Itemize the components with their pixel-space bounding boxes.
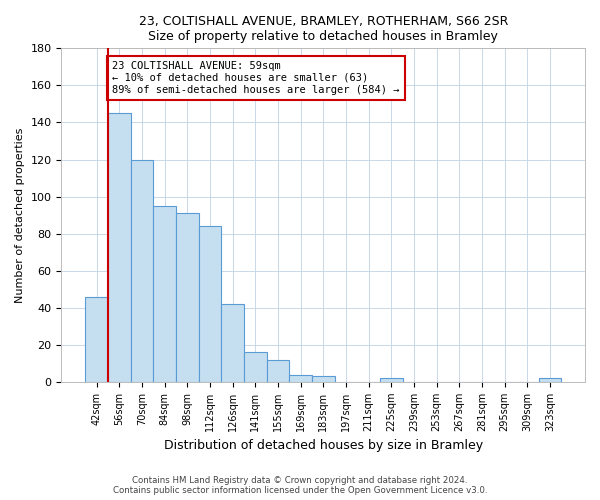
Bar [131,160,153,382]
Bar [221,304,244,382]
Text: Contains HM Land Registry data © Crown copyright and database right 2024.
Contai: Contains HM Land Registry data © Crown c… [113,476,487,495]
Bar [85,296,108,382]
Text: 23 COLTISHALL AVENUE: 59sqm
← 10% of detached houses are smaller (63)
89% of sem: 23 COLTISHALL AVENUE: 59sqm ← 10% of det… [112,62,400,94]
Bar [289,374,312,382]
Bar [153,206,176,382]
Bar [380,378,403,382]
Bar [108,113,131,382]
Title: 23, COLTISHALL AVENUE, BRAMLEY, ROTHERHAM, S66 2SR
Size of property relative to : 23, COLTISHALL AVENUE, BRAMLEY, ROTHERHA… [139,15,508,43]
Bar [539,378,561,382]
Bar [312,376,335,382]
Bar [199,226,221,382]
Bar [244,352,266,382]
X-axis label: Distribution of detached houses by size in Bramley: Distribution of detached houses by size … [164,440,483,452]
Bar [176,214,199,382]
Bar [266,360,289,382]
Y-axis label: Number of detached properties: Number of detached properties [15,128,25,303]
